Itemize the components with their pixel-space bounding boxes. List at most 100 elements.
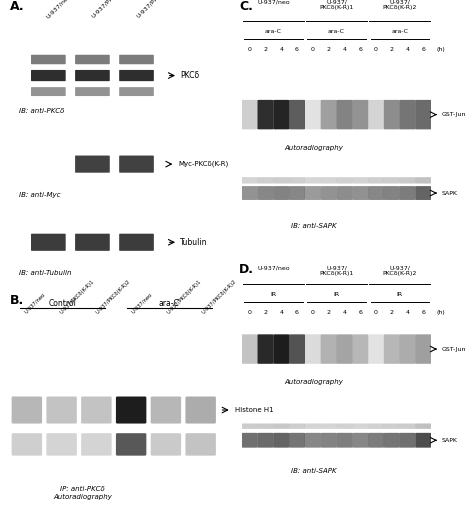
- FancyBboxPatch shape: [12, 396, 42, 424]
- FancyBboxPatch shape: [289, 186, 305, 200]
- Text: GST-Jun: GST-Jun: [442, 112, 466, 117]
- Text: GST-Jun: GST-Jun: [442, 346, 466, 352]
- FancyBboxPatch shape: [337, 100, 352, 129]
- Text: 2: 2: [390, 310, 394, 315]
- Text: D.: D.: [239, 263, 255, 276]
- FancyBboxPatch shape: [416, 424, 431, 429]
- Text: SAPK: SAPK: [442, 191, 457, 195]
- Text: IR: IR: [397, 292, 403, 297]
- FancyBboxPatch shape: [289, 424, 305, 429]
- FancyBboxPatch shape: [116, 433, 146, 456]
- FancyBboxPatch shape: [119, 234, 154, 251]
- FancyBboxPatch shape: [46, 396, 77, 424]
- FancyBboxPatch shape: [352, 186, 368, 200]
- FancyBboxPatch shape: [75, 156, 110, 172]
- FancyBboxPatch shape: [352, 424, 368, 429]
- FancyBboxPatch shape: [416, 100, 431, 129]
- Text: U-937/
PKCδ(K-R)1: U-937/ PKCδ(K-R)1: [319, 0, 354, 10]
- FancyBboxPatch shape: [116, 396, 146, 424]
- Text: IR: IR: [270, 292, 276, 297]
- FancyBboxPatch shape: [321, 100, 337, 129]
- FancyBboxPatch shape: [416, 186, 431, 200]
- FancyBboxPatch shape: [75, 234, 110, 251]
- FancyBboxPatch shape: [257, 186, 273, 200]
- FancyBboxPatch shape: [289, 334, 305, 364]
- Text: ara-C: ara-C: [265, 29, 282, 34]
- FancyBboxPatch shape: [242, 424, 257, 429]
- Text: C.: C.: [239, 0, 253, 13]
- FancyBboxPatch shape: [400, 186, 416, 200]
- Text: U-937/neo: U-937/neo: [257, 0, 290, 5]
- FancyBboxPatch shape: [273, 186, 289, 200]
- Text: 4: 4: [279, 310, 283, 315]
- FancyBboxPatch shape: [75, 87, 110, 96]
- FancyBboxPatch shape: [368, 186, 384, 200]
- Text: IB: anti-Myc: IB: anti-Myc: [19, 192, 61, 198]
- Text: 4: 4: [406, 310, 410, 315]
- Text: 6: 6: [358, 310, 362, 315]
- Text: 4: 4: [279, 47, 283, 52]
- FancyBboxPatch shape: [12, 433, 42, 456]
- FancyBboxPatch shape: [305, 433, 321, 448]
- Text: 0: 0: [374, 47, 378, 52]
- FancyBboxPatch shape: [257, 100, 273, 129]
- FancyBboxPatch shape: [273, 100, 289, 129]
- FancyBboxPatch shape: [368, 334, 384, 364]
- FancyBboxPatch shape: [384, 334, 400, 364]
- FancyBboxPatch shape: [384, 424, 400, 429]
- FancyBboxPatch shape: [273, 177, 289, 183]
- FancyBboxPatch shape: [416, 177, 431, 183]
- FancyBboxPatch shape: [400, 433, 416, 448]
- Text: Control: Control: [49, 299, 77, 307]
- Text: 2: 2: [264, 310, 267, 315]
- Text: 0: 0: [311, 310, 315, 315]
- Text: 2: 2: [390, 47, 394, 52]
- FancyBboxPatch shape: [321, 177, 337, 183]
- FancyBboxPatch shape: [242, 334, 257, 364]
- Text: ara-C: ara-C: [159, 299, 180, 307]
- FancyBboxPatch shape: [352, 100, 368, 129]
- Text: U-937/neo: U-937/neo: [257, 266, 290, 271]
- FancyBboxPatch shape: [31, 55, 66, 64]
- Text: 6: 6: [421, 47, 425, 52]
- FancyBboxPatch shape: [368, 424, 384, 429]
- FancyBboxPatch shape: [384, 177, 400, 183]
- FancyBboxPatch shape: [321, 433, 337, 448]
- FancyBboxPatch shape: [305, 100, 321, 129]
- FancyBboxPatch shape: [81, 396, 111, 424]
- FancyBboxPatch shape: [321, 186, 337, 200]
- FancyBboxPatch shape: [242, 186, 257, 200]
- FancyBboxPatch shape: [46, 433, 77, 456]
- Text: IB: anti-PKCδ: IB: anti-PKCδ: [19, 108, 64, 115]
- FancyBboxPatch shape: [257, 424, 273, 429]
- Text: 6: 6: [295, 47, 299, 52]
- Text: U-937/PKCδ(K-R)2: U-937/PKCδ(K-R)2: [95, 278, 131, 315]
- Text: U-937/PKCδ(K-R)1: U-937/PKCδ(K-R)1: [91, 0, 133, 19]
- Text: (h): (h): [436, 310, 445, 315]
- FancyBboxPatch shape: [400, 334, 416, 364]
- FancyBboxPatch shape: [151, 396, 181, 424]
- Text: IB: anti-Tubulin: IB: anti-Tubulin: [19, 270, 72, 276]
- FancyBboxPatch shape: [416, 433, 431, 448]
- Text: 0: 0: [248, 310, 252, 315]
- FancyBboxPatch shape: [75, 70, 110, 81]
- FancyBboxPatch shape: [368, 100, 384, 129]
- Text: 0: 0: [248, 47, 252, 52]
- FancyBboxPatch shape: [337, 186, 352, 200]
- Text: PKCδ: PKCδ: [181, 71, 200, 80]
- FancyBboxPatch shape: [273, 334, 289, 364]
- FancyBboxPatch shape: [337, 424, 352, 429]
- FancyBboxPatch shape: [119, 156, 154, 172]
- Text: U-937/neo: U-937/neo: [24, 292, 46, 315]
- Text: 6: 6: [421, 310, 425, 315]
- Text: Tubulin: Tubulin: [181, 238, 208, 247]
- FancyBboxPatch shape: [242, 177, 257, 183]
- Text: (h): (h): [436, 47, 445, 52]
- Text: 0: 0: [311, 47, 315, 52]
- FancyBboxPatch shape: [289, 100, 305, 129]
- FancyBboxPatch shape: [321, 334, 337, 364]
- FancyBboxPatch shape: [273, 433, 289, 448]
- FancyBboxPatch shape: [352, 334, 368, 364]
- FancyBboxPatch shape: [368, 177, 384, 183]
- FancyBboxPatch shape: [289, 177, 305, 183]
